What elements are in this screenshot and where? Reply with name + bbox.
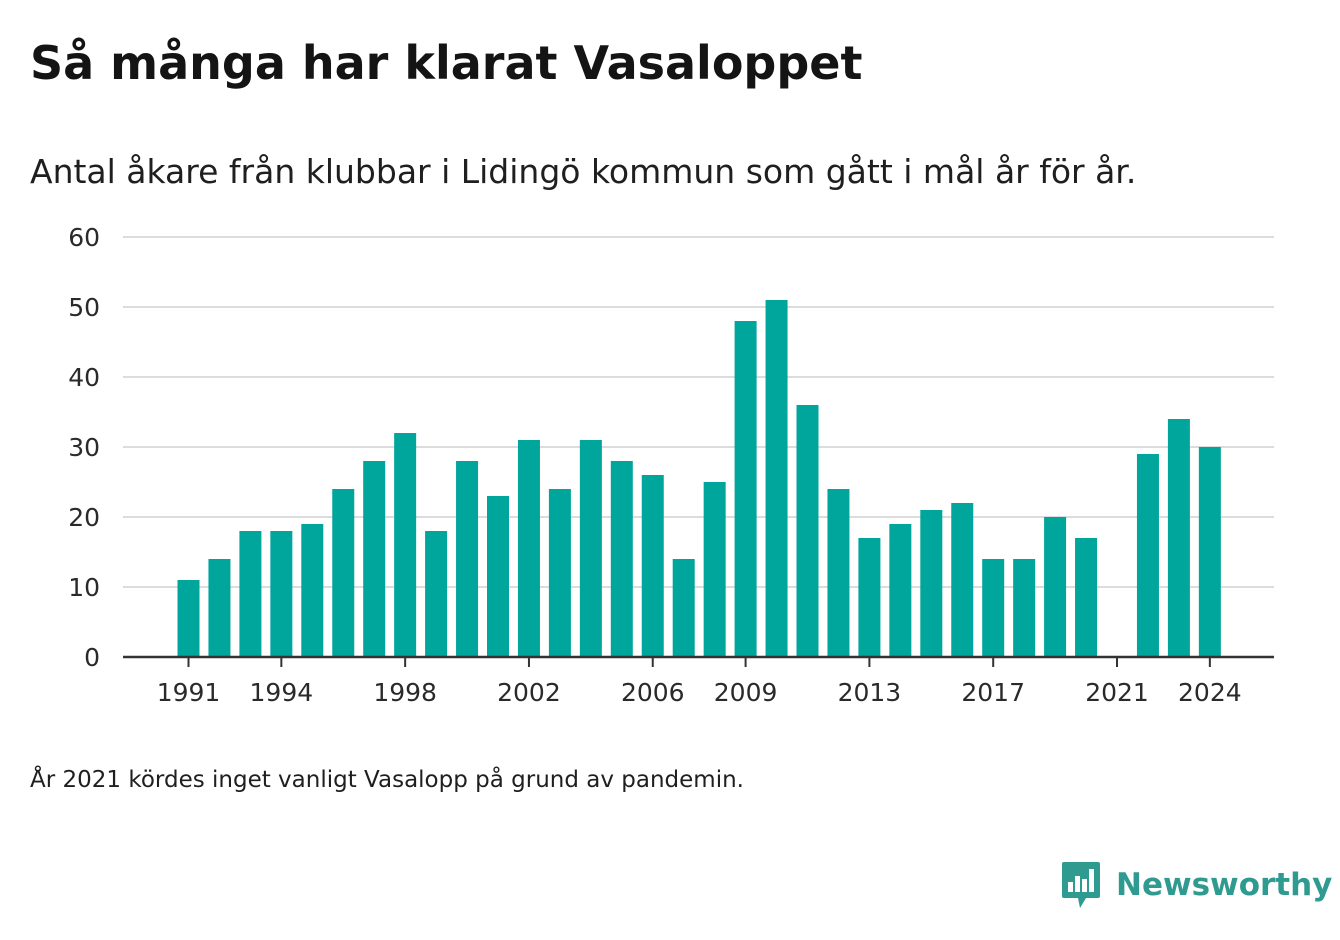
x-axis-ticks: 1991 1994 1998 2002 2006 2009 2013 2017 2021 2024 <box>157 657 1242 707</box>
y-tick-label: 20 <box>68 503 100 532</box>
y-axis-ticks: 0 10 20 30 40 50 60 <box>68 223 100 672</box>
bar-1998 <box>394 433 417 657</box>
bar-2017 <box>982 559 1005 657</box>
x-tick-label: 2002 <box>497 678 561 707</box>
y-tick-label: 0 <box>84 643 100 672</box>
bar-2019 <box>1044 517 1067 657</box>
bar-2007 <box>672 559 695 657</box>
bar-2020 <box>1075 538 1098 657</box>
bar-2003 <box>548 489 571 657</box>
bar-2008 <box>703 482 726 657</box>
bar-1991 <box>177 580 200 657</box>
bar-1997 <box>363 461 386 657</box>
bar-1994 <box>270 531 293 657</box>
bar-1992 <box>208 559 231 657</box>
bar-2001 <box>487 496 509 657</box>
x-tick-label: 2013 <box>838 678 902 707</box>
brand-name: Newsworthy <box>1116 867 1333 903</box>
bar-2022 <box>1136 454 1159 657</box>
bar-2006 <box>641 475 664 657</box>
x-tick-label: 2009 <box>714 678 778 707</box>
bar-2005 <box>610 461 633 657</box>
bars <box>177 300 1221 657</box>
newsworthy-bar-chart-icon <box>1062 862 1100 908</box>
y-tick-label: 50 <box>68 293 100 322</box>
y-tick-label: 10 <box>68 573 100 602</box>
bar-1993 <box>239 531 262 657</box>
chart-subtitle: Antal åkare från klubbar i Lidingö kommu… <box>30 152 1137 191</box>
y-tick-label: 30 <box>68 433 100 462</box>
bar-1995 <box>301 524 324 657</box>
chart-title: Så många har klarat Vasaloppet <box>30 36 863 90</box>
bar-2015 <box>920 510 943 657</box>
x-tick-label: 2017 <box>961 678 1025 707</box>
bar-chart: 0 10 20 30 40 50 60 1991 1994 1998 2002 2006 2009 20… <box>68 223 1274 707</box>
footnote: År 2021 kördes inget vanligt Vasalopp på… <box>30 767 744 793</box>
bar-2014 <box>889 524 912 657</box>
bar-1996 <box>332 489 355 657</box>
bar-2012 <box>827 489 850 657</box>
x-tick-label: 2006 <box>621 678 685 707</box>
bar-2002 <box>517 440 540 657</box>
x-tick-label: 1994 <box>250 678 314 707</box>
bar-2016 <box>951 503 974 657</box>
bar-2010 <box>765 300 788 657</box>
bar-2013 <box>858 538 881 657</box>
bar-2011 <box>796 405 819 657</box>
y-tick-label: 60 <box>68 223 100 252</box>
bar-2009 <box>734 321 757 657</box>
x-tick-label: 1991 <box>157 678 221 707</box>
brand-logo: Newsworthy <box>1060 860 1332 910</box>
bar-2000 <box>456 461 479 657</box>
y-tick-label: 40 <box>68 363 100 392</box>
bar-2004 <box>579 440 602 657</box>
bar-2018 <box>1013 559 1036 657</box>
x-tick-label: 2021 <box>1085 678 1149 707</box>
bar-2023 <box>1167 419 1190 657</box>
x-tick-label: 1998 <box>373 678 437 707</box>
bar-2024 <box>1198 447 1221 657</box>
gridlines <box>123 236 1274 588</box>
x-tick-label: 2024 <box>1178 678 1242 707</box>
bar-1999 <box>425 531 448 657</box>
